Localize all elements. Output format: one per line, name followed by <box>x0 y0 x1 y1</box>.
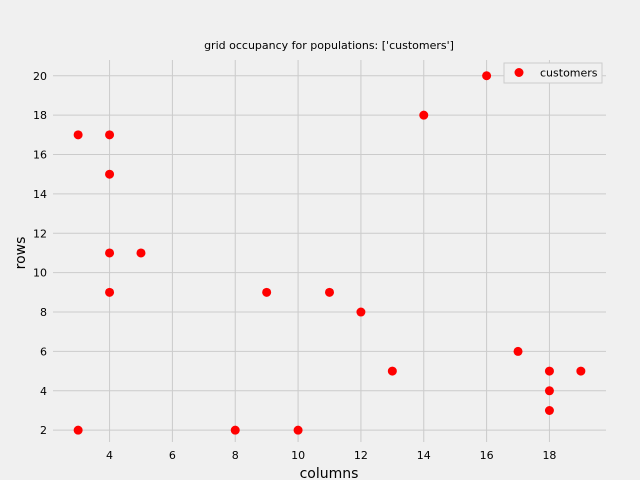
data-point <box>136 248 146 258</box>
y-tick-label: 12 <box>33 227 47 240</box>
data-point <box>73 130 83 140</box>
x-tick-label: 14 <box>417 449 431 462</box>
data-point <box>387 366 397 376</box>
data-point <box>105 248 115 258</box>
x-tick-label: 6 <box>169 449 176 462</box>
legend-box <box>503 62 603 84</box>
x-tick-label: 4 <box>106 449 113 462</box>
data-points <box>73 71 586 435</box>
y-tick-label: 2 <box>40 424 47 437</box>
x-tick-label: 18 <box>542 449 556 462</box>
x-axis-label: columns <box>300 466 359 480</box>
y-tick-labels: 2 4 6 8 10 12 14 16 18 20 <box>33 70 47 437</box>
data-point <box>544 405 554 415</box>
y-tick-label: 6 <box>40 345 47 358</box>
x-tick-label: 10 <box>291 449 305 462</box>
data-point <box>544 386 554 396</box>
data-point <box>230 425 240 435</box>
x-tick-label: 8 <box>232 449 239 462</box>
data-point <box>325 287 334 297</box>
y-tick-label: 18 <box>33 109 47 122</box>
y-tick-label: 4 <box>40 385 47 398</box>
data-point <box>482 71 492 81</box>
chart-title: grid occupancy for populations: ['custom… <box>204 39 454 52</box>
legend: customers <box>503 62 603 84</box>
data-point <box>419 110 429 120</box>
y-tick-label: 20 <box>33 70 47 83</box>
data-point <box>262 287 272 297</box>
data-point <box>544 366 554 376</box>
legend-marker <box>514 68 524 77</box>
data-point <box>105 287 115 297</box>
data-point <box>356 307 366 317</box>
y-tick-label: 10 <box>33 267 47 280</box>
data-point <box>513 346 523 356</box>
y-axis-label: rows <box>13 237 29 270</box>
data-point <box>293 425 303 435</box>
x-tick-label: 12 <box>354 449 368 462</box>
data-point <box>105 169 115 179</box>
x-tick-label: 16 <box>480 449 494 462</box>
y-tick-label: 16 <box>33 149 47 162</box>
y-tick-label: 8 <box>40 306 47 319</box>
data-point <box>105 130 115 140</box>
data-point <box>73 425 83 435</box>
data-point <box>576 366 586 376</box>
y-tick-label: 14 <box>33 188 47 201</box>
legend-label: customers <box>540 67 598 80</box>
x-tick-labels: 4 6 8 10 12 14 16 18 <box>106 449 556 462</box>
